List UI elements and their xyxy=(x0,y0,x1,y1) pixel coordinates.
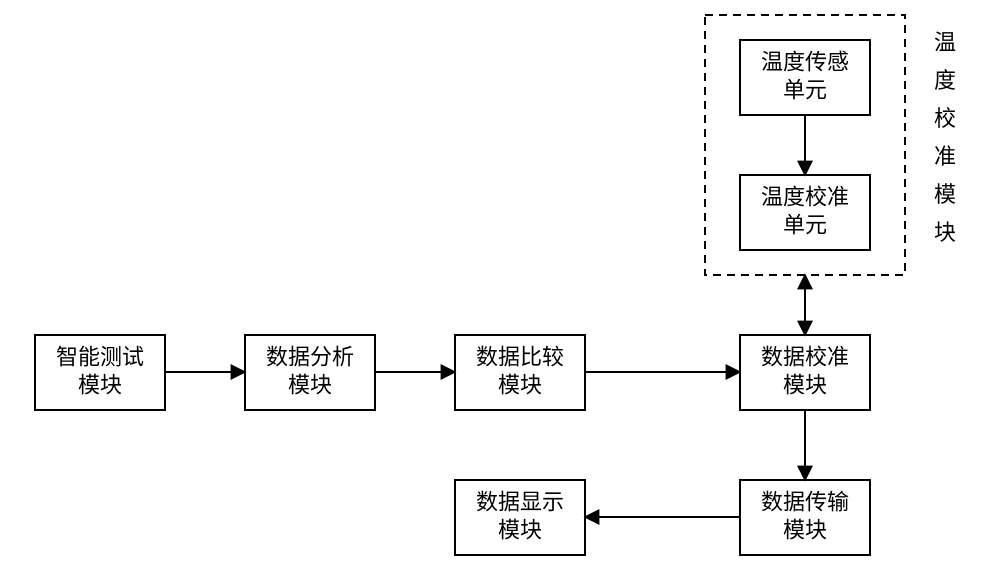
group-label-char: 校 xyxy=(934,106,956,131)
node-n1-label2: 模块 xyxy=(78,373,122,398)
node-n3-label2: 模块 xyxy=(498,373,542,398)
node-n2-label1: 数据分析 xyxy=(266,345,354,370)
group-label-char: 度 xyxy=(934,68,956,93)
node-n5-label1: 数据传输 xyxy=(761,490,849,515)
node-n6-label2: 模块 xyxy=(498,518,542,543)
group-label-char: 温 xyxy=(934,30,956,55)
node-n3-label1: 数据比较 xyxy=(476,345,564,370)
group-label-char: 块 xyxy=(934,220,956,245)
node-n6-label1: 数据显示 xyxy=(476,490,564,515)
node-n5-label2: 模块 xyxy=(783,518,827,543)
node-n4-label2: 模块 xyxy=(783,373,827,398)
group-label-char: 模 xyxy=(934,182,956,207)
node-n7-label1: 温度传感 xyxy=(761,50,849,75)
flowchart-canvas: 温度校准模块智能测试模块数据分析模块数据比较模块数据校准模块数据传输模块数据显示… xyxy=(0,0,1000,579)
node-n8-label2: 单元 xyxy=(783,213,827,238)
group-label-char: 准 xyxy=(934,144,956,169)
node-n8-label1: 温度校准 xyxy=(761,185,849,210)
node-n2-label2: 模块 xyxy=(288,373,332,398)
node-n1-label1: 智能测试 xyxy=(56,345,144,370)
node-n7-label2: 单元 xyxy=(783,78,827,103)
node-n4-label1: 数据校准 xyxy=(761,345,849,370)
